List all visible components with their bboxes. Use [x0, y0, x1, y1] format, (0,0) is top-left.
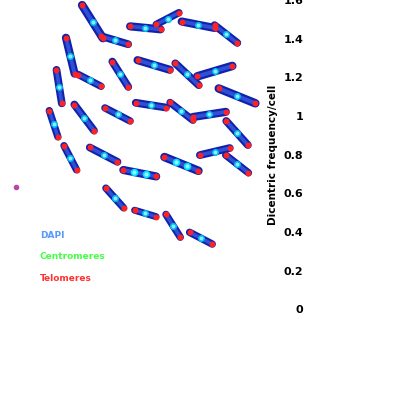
Text: Dic: Dic: [175, 181, 196, 194]
Text: Centromeres: Centromeres: [40, 252, 105, 261]
Text: Telomeres: Telomeres: [40, 274, 92, 283]
Text: DAPI: DAPI: [40, 231, 64, 240]
Text: Dic: Dic: [128, 193, 149, 206]
Y-axis label: Dicentric frequency/cell: Dicentric frequency/cell: [268, 84, 278, 225]
Text: B: B: [285, 282, 298, 300]
